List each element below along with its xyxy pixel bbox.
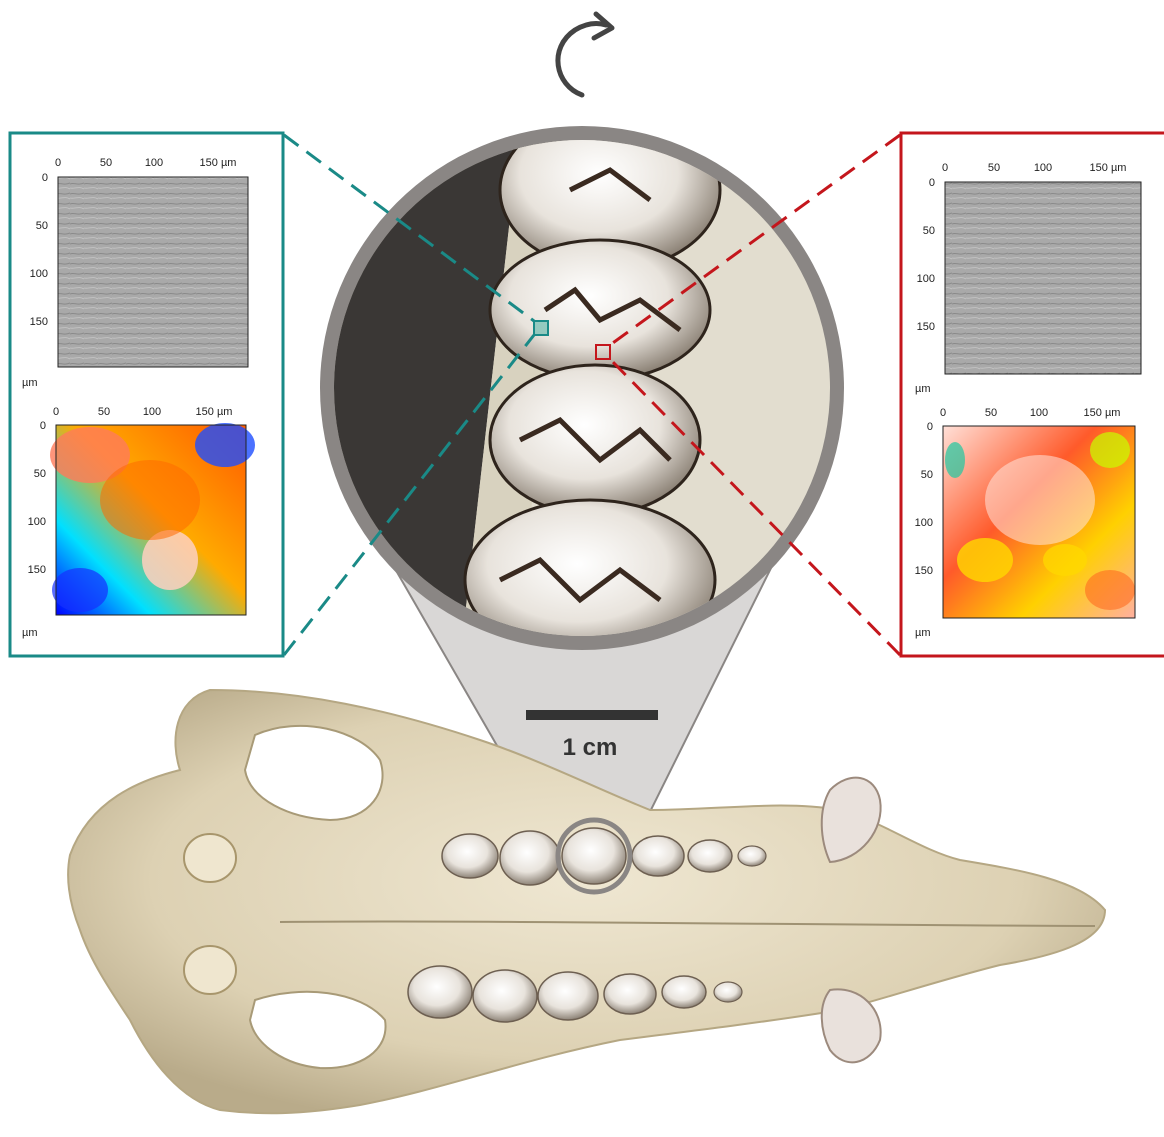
right-height-xtick-0: 0	[940, 407, 946, 419]
left-height-unit: µm	[22, 627, 38, 639]
left-height-ytick-3: 150	[28, 564, 46, 576]
right-surface-xtick-2: 100	[1034, 162, 1052, 174]
left-surface-xtick-0: 0	[55, 157, 61, 169]
left-surface-ytick-3: 150	[30, 316, 48, 328]
left-height-ytick-0: 0	[40, 420, 46, 432]
right-surface-xtick-1: 50	[988, 162, 1000, 174]
left-surface-image	[57, 176, 249, 368]
left-surface-ytick-2: 100	[30, 268, 48, 280]
rotate-arrow-icon	[555, 11, 615, 98]
left-height-map	[50, 423, 255, 616]
left-panel: 0 50 100 150 µm 0 50 100 150 µm 0 50 100…	[8, 131, 285, 658]
right-surface-ytick-0: 0	[929, 177, 935, 189]
right-height-xtick-1: 50	[985, 407, 997, 419]
right-height-ytick-3: 150	[915, 565, 933, 577]
magnified-tooth-view	[320, 126, 844, 650]
right-height-unit: µm	[915, 627, 931, 639]
right-surface-unit: µm	[915, 383, 931, 395]
right-height-ytick-2: 100	[915, 517, 933, 529]
left-height-xtick-3: 150 µm	[196, 406, 233, 418]
right-surface-ytick-3: 150	[917, 321, 935, 333]
scale-bar-label: 1 cm	[563, 734, 618, 761]
left-sample-marker	[533, 320, 549, 336]
right-connector-lines	[608, 133, 902, 657]
right-height-ytick-1: 50	[921, 469, 933, 481]
right-height-xtick-2: 100	[1030, 407, 1048, 419]
right-surface-ytick-1: 50	[923, 225, 935, 237]
left-surface-xtick-3: 150 µm	[200, 157, 237, 169]
left-surface-xtick-2: 100	[145, 157, 163, 169]
left-height-xtick-2: 100	[143, 406, 161, 418]
scale-bar	[526, 710, 658, 720]
left-surface-unit: µm	[22, 377, 38, 389]
right-surface-xtick-0: 0	[942, 162, 948, 174]
upper-tooth-row	[441, 827, 767, 886]
left-height-xtick-1: 50	[98, 406, 110, 418]
right-height-map	[942, 425, 1136, 619]
left-height-ytick-2: 100	[28, 516, 46, 528]
right-surface-image	[944, 181, 1142, 375]
lower-tooth-row	[407, 965, 743, 1023]
right-surface-xtick-3: 150 µm	[1090, 162, 1127, 174]
left-height-ytick-1: 50	[34, 468, 46, 480]
right-panel: 0 50 100 150 µm 0 50 100 150 µm 0 50 100…	[899, 131, 1164, 658]
right-height-xtick-3: 150 µm	[1084, 407, 1121, 419]
right-height-ytick-0: 0	[927, 421, 933, 433]
tooth-highlight-circle	[555, 817, 633, 895]
left-surface-ytick-1: 50	[36, 220, 48, 232]
skull-photo	[67, 688, 1107, 1115]
left-surface-xtick-1: 50	[100, 157, 112, 169]
left-surface-ytick-0: 0	[42, 172, 48, 184]
left-height-xtick-0: 0	[53, 406, 59, 418]
right-surface-ytick-2: 100	[917, 273, 935, 285]
left-connector-lines	[282, 133, 536, 656]
right-sample-marker	[595, 344, 611, 360]
